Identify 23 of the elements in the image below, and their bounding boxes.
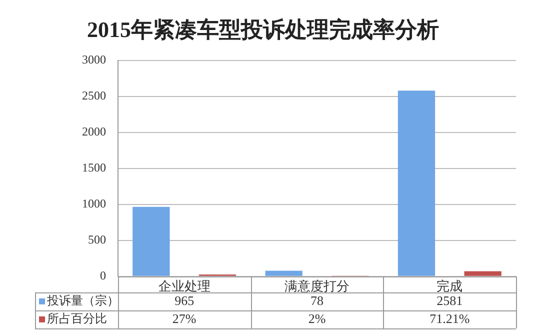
y-tick-label: 2000 xyxy=(82,124,106,139)
x-tick-label: 完成 xyxy=(436,278,463,294)
y-tick-label: 1500 xyxy=(82,160,106,175)
bar xyxy=(132,206,170,276)
legend-label: 所占百分比 xyxy=(47,312,107,326)
data-label: 78 xyxy=(310,292,324,308)
x-tick-label: 满意度打分 xyxy=(284,278,350,294)
bar xyxy=(464,271,502,276)
y-tick-label: 500 xyxy=(88,232,106,247)
bar xyxy=(398,90,436,276)
x-tick-label: 企业处理 xyxy=(158,278,210,294)
data-label: 2% xyxy=(308,310,326,326)
legend-label: 投诉量（宗） xyxy=(46,294,119,308)
y-tick-label: 2500 xyxy=(82,88,106,103)
y-tick-label: 1000 xyxy=(82,196,106,211)
bar xyxy=(265,270,302,276)
data-label: 71.21% xyxy=(430,310,470,326)
data-label: 27% xyxy=(172,310,196,326)
y-tick-label: 3000 xyxy=(82,52,106,67)
chart-title: 2015年紧凑车型投诉处理完成率分析 xyxy=(87,16,439,42)
y-tick-label: 0 xyxy=(100,268,106,283)
data-label: 965 xyxy=(174,292,194,308)
data-label: 2581 xyxy=(436,292,463,308)
